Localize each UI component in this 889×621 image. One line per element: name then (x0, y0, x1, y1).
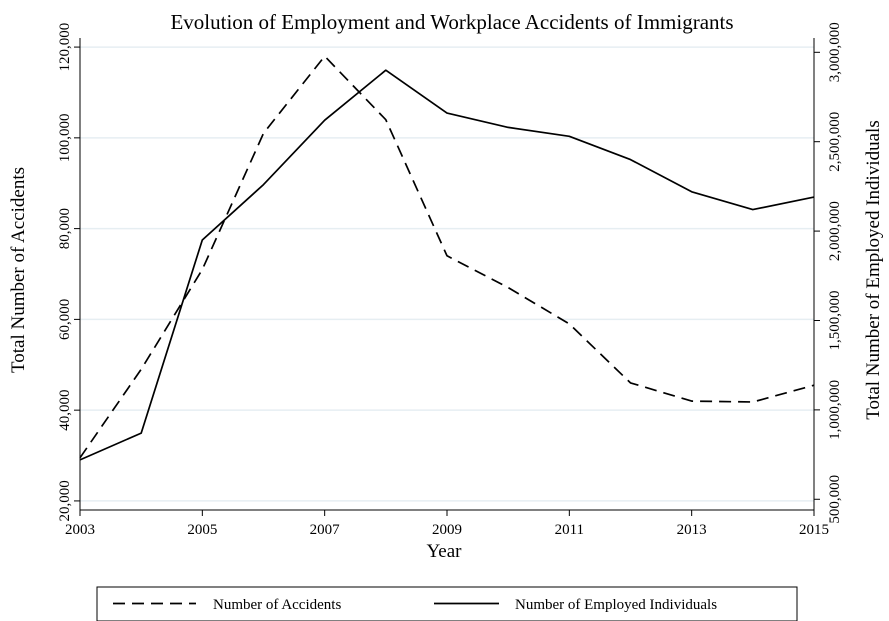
y-axis-right-label: Total Number of Employed Individuals (863, 120, 884, 419)
x-tick-label: 2007 (310, 522, 341, 538)
y-axis-left-label: Total Number of Accidents (8, 167, 29, 373)
x-axis-label: Year (426, 541, 462, 562)
x-tick-label: 2011 (555, 522, 584, 538)
y-right-tick-label: 3,000,000 (827, 22, 843, 82)
legend-label-1: Number of Accidents (213, 597, 341, 613)
gridlines (80, 46, 814, 502)
y-left-tick-label: 120,000 (57, 23, 73, 72)
x-tick-label: 2005 (187, 522, 217, 538)
series-lines (79, 55, 815, 461)
x-tick-label: 2003 (65, 522, 95, 538)
y-right-tick-label: 1,000,000 (827, 380, 843, 440)
y-left-tick-label: 60,000 (57, 299, 73, 340)
y-right-tick-label: 1,500,000 (827, 290, 843, 350)
y-right-tick-label: 500,000 (827, 475, 843, 524)
chart-title: Evolution of Employment and Workplace Ac… (170, 10, 733, 34)
y-left-tick-label: 100,000 (57, 113, 73, 162)
y-left-tick-label: 40,000 (57, 390, 73, 431)
x-tick-label: 2013 (677, 522, 707, 538)
series-line-1 (79, 55, 815, 459)
x-tick-label: 2015 (799, 522, 829, 538)
y-left-tick-label: 80,000 (57, 208, 73, 249)
y-left-tick-label: 20,000 (57, 480, 73, 521)
x-tick-label: 2009 (432, 522, 462, 538)
legend-label-2: Number of Employed Individuals (515, 597, 717, 613)
y-right-tick-label: 2,000,000 (827, 201, 843, 261)
y-right-tick-label: 2,500,000 (827, 112, 843, 172)
axes: 20,000 40,000 60,000 80,000 100,000 120,000 50… (57, 22, 843, 538)
legend: Number of Accidents Number of Employed In… (96, 586, 798, 621)
